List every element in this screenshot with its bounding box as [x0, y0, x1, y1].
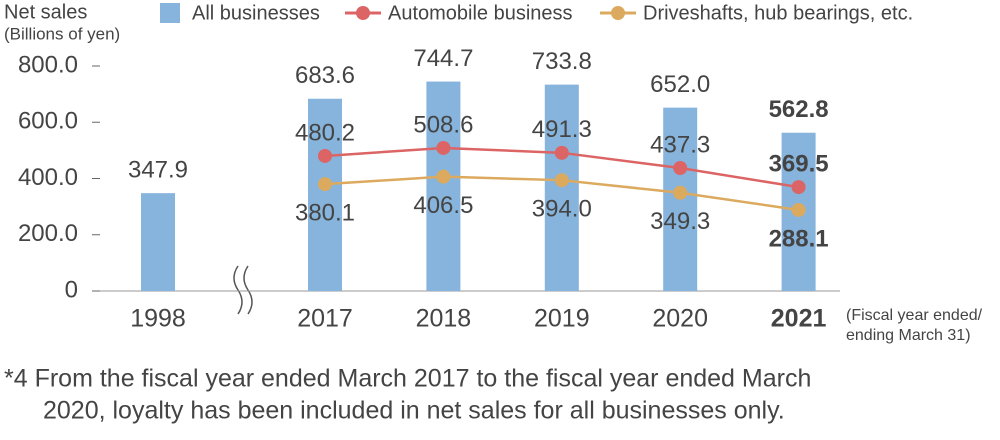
- legend-label: All businesses: [192, 2, 320, 24]
- y-tick-label: 400.0: [18, 164, 78, 191]
- value-label: 683.6: [295, 62, 355, 89]
- x-tick-label: 2017: [297, 305, 353, 333]
- value-label: 347.9: [128, 156, 188, 183]
- y-axis-unit: (Billions of yen): [4, 24, 120, 43]
- legend-swatch: [160, 3, 180, 23]
- y-tick-label: 600.0: [18, 108, 78, 135]
- value-label: 380.1: [295, 199, 355, 226]
- point: [436, 169, 451, 184]
- value-label: 480.2: [295, 119, 355, 146]
- value-label: 562.8: [769, 96, 829, 123]
- point: [318, 148, 332, 163]
- y-tick-label: 0: [65, 276, 78, 303]
- y-tick-label: 800.0: [18, 51, 78, 78]
- point: [791, 180, 806, 195]
- y-axis-label: Net sales: [4, 1, 87, 23]
- x-tick-label: 2019: [534, 305, 590, 333]
- value-label: 733.8: [532, 48, 592, 75]
- legend-label: Automobile business: [388, 2, 573, 24]
- value-label: 491.3: [532, 116, 592, 143]
- value-label: 406.5: [413, 192, 473, 219]
- value-label: 437.3: [650, 131, 710, 158]
- x-tick-label: 2021: [771, 305, 827, 333]
- footnote: 2020, loyalty has been included in net s…: [43, 397, 785, 425]
- point: [436, 140, 451, 155]
- legend-marker: [356, 6, 370, 20]
- point: [673, 161, 688, 176]
- point: [318, 177, 332, 192]
- point: [673, 185, 688, 200]
- bar: [544, 84, 579, 292]
- value-label: 744.7: [413, 45, 473, 72]
- value-label: 349.3: [650, 208, 710, 235]
- value-label: 394.0: [532, 196, 592, 223]
- x-note: (Fiscal year ended/: [846, 307, 983, 324]
- axis-break: [233, 265, 253, 315]
- footnote: *4 From the fiscal year ended March 2017…: [4, 365, 811, 393]
- legend-marker: [611, 6, 625, 20]
- y-tick-label: 200.0: [18, 220, 78, 247]
- value-label: 369.5: [769, 150, 829, 177]
- x-tick-label: 1998: [130, 305, 186, 333]
- bar: [426, 81, 461, 291]
- value-label: 288.1: [769, 225, 829, 252]
- x-note: ending March 31): [846, 327, 971, 344]
- bar: [141, 193, 175, 291]
- point: [554, 145, 569, 160]
- legend-label: Driveshafts, hub bearings, etc.: [643, 2, 913, 24]
- value-label: 508.6: [413, 111, 473, 138]
- point: [554, 173, 569, 188]
- x-tick-label: 2020: [652, 305, 708, 333]
- bar: [308, 98, 342, 291]
- value-label: 652.0: [650, 71, 710, 98]
- x-tick-label: 2018: [416, 305, 472, 333]
- point: [791, 202, 806, 217]
